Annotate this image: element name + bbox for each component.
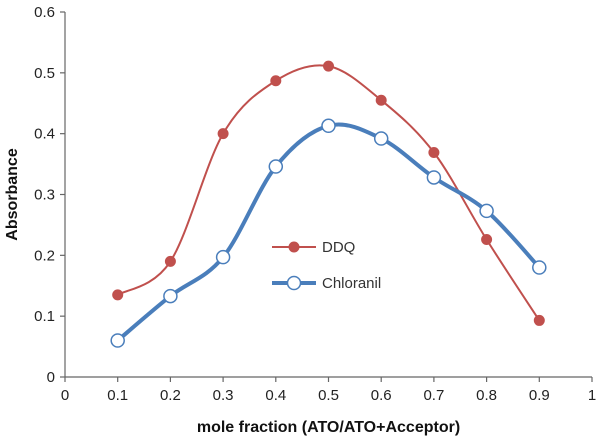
series-layer bbox=[110, 60, 547, 348]
legend-label-chloranil: Chloranil bbox=[322, 275, 381, 292]
data-point-chloranil bbox=[373, 131, 389, 146]
x-tick-label: 0.5 bbox=[318, 387, 339, 404]
x-tick-label: 0.1 bbox=[107, 387, 128, 404]
legend-entry-chloranil: Chloranil bbox=[272, 275, 381, 292]
y-tick-label: 0 bbox=[47, 369, 55, 386]
ticks: 0 0.1 0.2 0.3 0.4 0.5 0.6 0.7 0.8 0.9 1 0 0.1 0.2 0.3 0… bbox=[34, 4, 596, 404]
x-tick-label: 0.7 bbox=[423, 387, 444, 404]
data-point-chloranil bbox=[268, 159, 284, 174]
y-tick-label: 0.6 bbox=[34, 4, 55, 21]
x-axis-title: mole fraction (ATO/ATO+Acceptor) bbox=[197, 419, 460, 436]
y-tick-label: 0.4 bbox=[34, 126, 55, 143]
series-line-chloranil bbox=[116, 122, 541, 343]
series-ddq bbox=[112, 60, 545, 326]
legend-label-ddq: DDQ bbox=[322, 239, 355, 256]
x-tick-label: 0.6 bbox=[371, 387, 392, 404]
data-point-ddq bbox=[533, 314, 545, 326]
legend: DDQ Chloranil bbox=[272, 239, 381, 292]
x-tick-label: 1 bbox=[588, 387, 596, 404]
data-point-chloranil bbox=[110, 333, 125, 348]
x-tick-label: 0.8 bbox=[476, 387, 497, 404]
y-tick-label: 0.1 bbox=[34, 308, 55, 325]
legend-marker-chloranil bbox=[286, 275, 302, 291]
data-point-ddq bbox=[112, 289, 124, 301]
x-tick-label: 0.3 bbox=[213, 387, 234, 404]
data-point-chloranil bbox=[215, 249, 231, 265]
y-axis-title: Absorbance bbox=[4, 148, 21, 241]
x-tick-label: 0.9 bbox=[529, 387, 550, 404]
data-point-ddq bbox=[270, 75, 282, 87]
x-tick-label: 0 bbox=[61, 387, 69, 404]
y-tick-label: 0.3 bbox=[34, 187, 55, 204]
data-point-ddq bbox=[217, 128, 229, 140]
series-chloranil bbox=[110, 118, 547, 348]
legend-marker-ddq bbox=[288, 241, 300, 253]
y-tick-label: 0.5 bbox=[34, 65, 55, 82]
y-tick-label: 0.2 bbox=[34, 247, 55, 264]
data-point-ddq bbox=[428, 147, 440, 159]
data-point-chloranil bbox=[321, 118, 336, 134]
data-point-ddq bbox=[481, 234, 493, 246]
data-point-ddq bbox=[375, 94, 387, 106]
data-point-chloranil bbox=[426, 170, 442, 185]
data-point-chloranil bbox=[479, 203, 494, 219]
data-point-ddq bbox=[323, 60, 334, 72]
legend-entry-ddq: DDQ bbox=[272, 239, 355, 256]
x-tick-label: 0.2 bbox=[160, 387, 181, 404]
data-point-chloranil bbox=[532, 260, 547, 275]
data-point-chloranil bbox=[163, 288, 178, 304]
x-tick-label: 0.4 bbox=[265, 387, 286, 404]
data-point-ddq bbox=[164, 255, 176, 267]
